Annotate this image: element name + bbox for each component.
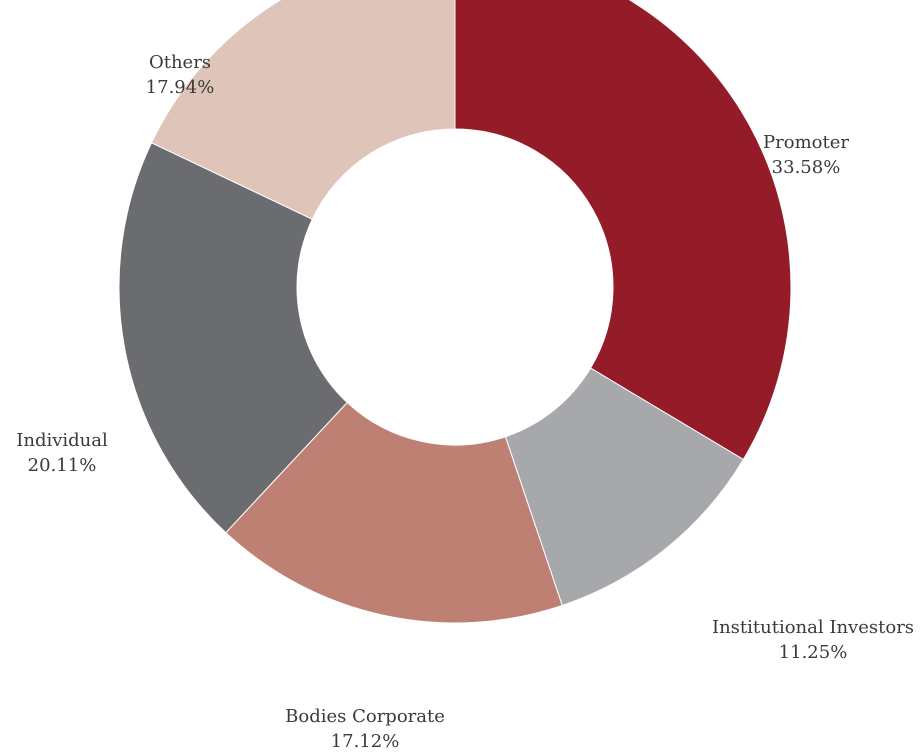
slice-value-others: 17.94% [146,77,215,98]
slices-group [118,0,792,624]
labels-group: Promoter 33.58% Institutional Investors 11.… [16,52,914,752]
slice-value-bodies-corporate: 17.12% [331,731,400,752]
slice-others [150,0,456,220]
slice-label-promoter: Promoter [763,132,849,153]
slice-value-promoter: 33.58% [772,157,841,178]
slice-value-individual: 20.11% [28,455,97,476]
slice-label-others: Others [149,52,211,73]
slice-bodies-corporate [225,401,563,624]
slice-promoter [454,0,792,461]
slice-individual [118,142,348,534]
slice-institutional-investors [504,367,745,607]
slice-label-individual: Individual [16,430,108,451]
slice-value-institutional-investors: 11.25% [779,642,848,663]
slice-label-bodies-corporate: Bodies Corporate [285,706,445,727]
slice-label-institutional-investors: Institutional Investors [712,617,914,638]
